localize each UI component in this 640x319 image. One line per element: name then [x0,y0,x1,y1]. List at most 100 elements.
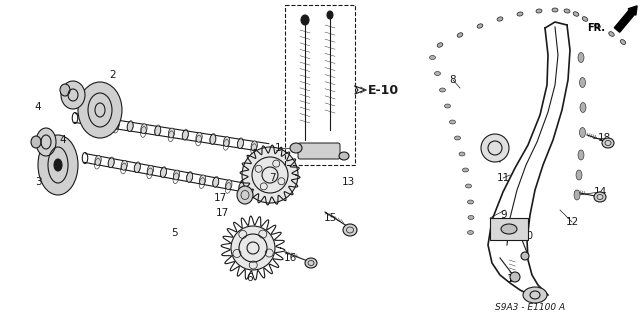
Bar [285,5,355,165]
Ellipse shape [226,180,232,189]
Text: 15: 15 [323,213,337,223]
Ellipse shape [212,177,219,187]
Ellipse shape [182,130,188,140]
Ellipse shape [463,168,468,172]
Ellipse shape [95,156,101,165]
Ellipse shape [579,78,586,87]
Ellipse shape [573,12,579,16]
Ellipse shape [578,150,584,160]
Ellipse shape [99,117,106,127]
Ellipse shape [60,84,70,96]
Ellipse shape [301,15,309,25]
Text: 10: 10 [520,231,534,241]
Ellipse shape [251,141,257,151]
Bar [490,218,528,240]
Ellipse shape [467,200,474,204]
Text: 16: 16 [284,253,296,263]
Ellipse shape [223,137,230,146]
Ellipse shape [252,185,258,195]
Ellipse shape [552,8,558,12]
Ellipse shape [501,224,517,234]
Ellipse shape [86,115,92,125]
Ellipse shape [517,12,523,16]
Ellipse shape [578,53,584,63]
Ellipse shape [437,43,443,47]
Text: 14: 14 [593,187,607,197]
Text: 9: 9 [500,210,508,220]
Ellipse shape [231,226,275,270]
Text: 8: 8 [450,75,456,85]
Polygon shape [355,86,365,94]
Ellipse shape [449,120,456,124]
Ellipse shape [134,163,140,173]
Text: 11: 11 [497,173,509,183]
Ellipse shape [239,182,245,192]
Ellipse shape [147,165,154,175]
Text: 19: 19 [506,274,520,284]
Ellipse shape [445,104,451,108]
Ellipse shape [468,216,474,219]
Ellipse shape [339,152,349,160]
Text: 13: 13 [341,177,355,187]
Ellipse shape [160,168,166,177]
Ellipse shape [168,128,175,138]
Text: 5: 5 [172,228,179,238]
Ellipse shape [237,139,244,149]
Ellipse shape [536,9,542,13]
Text: 12: 12 [565,217,579,227]
Text: FR.: FR. [587,23,605,33]
Ellipse shape [38,135,78,195]
Ellipse shape [521,252,529,260]
Ellipse shape [523,287,547,303]
Ellipse shape [579,128,586,137]
Ellipse shape [186,173,193,182]
Ellipse shape [305,258,317,268]
Ellipse shape [327,11,333,19]
Ellipse shape [200,175,206,185]
Ellipse shape [594,192,606,202]
Text: S9A3 - E1100 A: S9A3 - E1100 A [495,303,565,312]
Ellipse shape [620,40,626,44]
Ellipse shape [477,24,483,28]
Ellipse shape [574,190,580,200]
Ellipse shape [465,184,472,188]
Ellipse shape [459,152,465,156]
Ellipse shape [196,132,202,142]
Ellipse shape [564,9,570,13]
Ellipse shape [609,32,614,36]
Text: 7: 7 [269,173,275,183]
Ellipse shape [435,71,440,76]
Text: 1: 1 [275,143,282,153]
Ellipse shape [343,224,357,236]
Text: 4: 4 [60,135,67,145]
FancyBboxPatch shape [298,143,340,159]
Ellipse shape [210,135,216,144]
Ellipse shape [141,124,147,134]
Text: E-10: E-10 [368,84,399,97]
Text: 6: 6 [246,273,253,283]
Ellipse shape [237,186,253,204]
Ellipse shape [497,17,503,21]
Text: 17: 17 [213,193,227,203]
Ellipse shape [54,159,62,171]
Ellipse shape [127,122,133,131]
Ellipse shape [290,143,302,153]
Ellipse shape [108,158,115,168]
Text: 2: 2 [109,70,116,80]
Ellipse shape [121,160,127,170]
Ellipse shape [467,231,474,234]
Ellipse shape [155,126,161,136]
Ellipse shape [457,33,463,37]
Ellipse shape [61,81,85,109]
Ellipse shape [454,136,461,140]
Ellipse shape [576,170,582,180]
Text: 17: 17 [216,208,228,218]
FancyArrow shape [614,6,637,32]
Ellipse shape [242,147,298,203]
Ellipse shape [481,134,509,162]
Ellipse shape [113,120,120,129]
Ellipse shape [582,17,588,21]
Ellipse shape [440,88,445,92]
Ellipse shape [78,82,122,138]
Ellipse shape [31,136,41,148]
